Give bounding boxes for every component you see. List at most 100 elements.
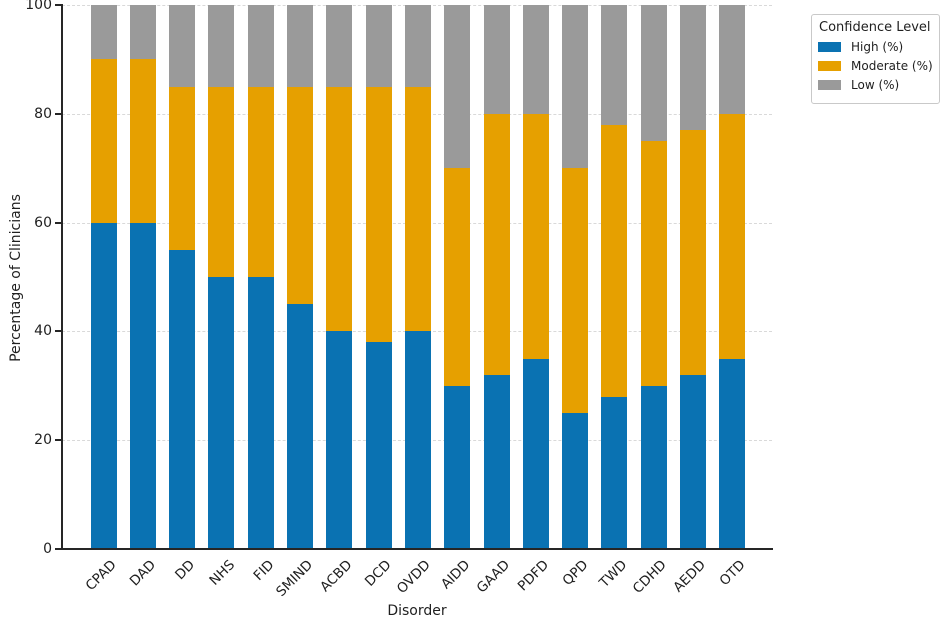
bar-segment-aedd-moderate [680, 130, 706, 375]
legend: Confidence Level High (%) Moderate (%) Low… [811, 14, 940, 104]
bar-twd [601, 5, 628, 549]
x-tick-label-dd: DD [172, 557, 199, 584]
bar-segment-smind-low [287, 5, 313, 87]
bar-segment-aidd-low [444, 5, 471, 169]
bar-segment-cdhd-high [640, 385, 667, 549]
legend-label-high: High (%) [851, 40, 904, 54]
x-tick-label-nhs: NHS [206, 557, 238, 589]
y-tick-mark-60 [55, 221, 61, 224]
y-tick-mark-80 [55, 112, 61, 115]
bar-segment-otd-moderate [719, 113, 746, 359]
bar-aedd [680, 5, 706, 549]
bar-segment-pdfd-low [522, 5, 549, 114]
bar-dad [129, 5, 156, 549]
bar-segment-fid-moderate [247, 86, 274, 277]
bar-segment-acbd-high [326, 331, 353, 549]
bar-dcd [365, 5, 392, 549]
y-axis-spine [61, 4, 63, 550]
bar-segment-cdhd-low [640, 5, 667, 142]
bar-segment-nhs-low [208, 5, 235, 87]
bar-segment-cpad-low [90, 5, 117, 60]
bar-segment-dd-moderate [169, 86, 196, 250]
bar-segment-cpad-high [90, 222, 117, 549]
legend-title: Confidence Level [819, 20, 931, 35]
x-tick-label-qpd: QPD [559, 557, 592, 589]
bar-segment-nhs-high [208, 277, 235, 549]
legend-label-moderate: Moderate (%) [851, 59, 933, 73]
x-tick-label-aedd: AEDD [670, 557, 710, 596]
x-tick-label-pdfd: PDFD [514, 557, 553, 595]
bar-segment-gaad-high [483, 374, 510, 549]
bar-segment-twd-low [601, 5, 628, 125]
x-tick-label-smind: SMIND [273, 557, 317, 600]
bar-aidd [444, 5, 471, 549]
bar-segment-cdhd-moderate [640, 141, 667, 386]
bar-segment-dcd-moderate [365, 86, 392, 343]
x-tick-label-gaad: GAAD [473, 557, 513, 597]
legend-item-low: Low (%) [818, 78, 932, 92]
bar-dd [169, 5, 196, 549]
x-tick-label-fid: FID [250, 557, 278, 584]
x-tick-label-dcd: DCD [362, 557, 395, 590]
x-tick-label-cdhd: CDHD [630, 557, 671, 597]
bar-segment-acbd-moderate [326, 86, 353, 332]
bar-acbd [326, 5, 353, 549]
x-tick-label-aidd: AIDD [438, 557, 474, 593]
bar-segment-smind-moderate [287, 86, 313, 305]
bar-segment-gaad-low [483, 5, 510, 114]
y-tick-mark-20 [55, 439, 61, 442]
bar-segment-otd-high [719, 358, 746, 549]
bar-segment-fid-high [247, 277, 274, 549]
bar-segment-qpd-high [562, 413, 589, 549]
bar-smind [287, 5, 313, 549]
y-tick-label-20: 20 [34, 432, 52, 449]
y-tick-label-0: 0 [43, 541, 52, 557]
bar-otd [719, 5, 746, 549]
bar-segment-fid-low [247, 5, 274, 87]
bar-segment-pdfd-high [522, 358, 549, 549]
bar-segment-dd-low [169, 5, 196, 87]
x-tick-label-twd: TWD [596, 557, 631, 591]
bar-segment-aidd-high [444, 385, 471, 549]
bar-segment-twd-high [601, 396, 628, 549]
x-tick-label-cpad: CPAD [82, 557, 120, 595]
legend-swatch-low-icon [818, 80, 841, 90]
bar-nhs [208, 5, 235, 549]
y-tick-label-100: 100 [25, 0, 52, 13]
bar-fid [247, 5, 274, 549]
y-tick-label-60: 60 [34, 214, 52, 231]
bar-segment-ovdd-high [404, 331, 431, 549]
legend-swatch-moderate-icon [818, 61, 841, 71]
bar-segment-smind-high [287, 304, 313, 549]
y-tick-label-80: 80 [34, 105, 52, 122]
bar-cdhd [640, 5, 667, 549]
bar-segment-nhs-moderate [208, 86, 235, 277]
bar-segment-acbd-low [326, 5, 353, 87]
bar-segment-aidd-moderate [444, 168, 471, 386]
plot-area [62, 5, 772, 549]
bar-segment-twd-moderate [601, 124, 628, 397]
y-tick-mark-0 [55, 548, 61, 550]
bar-qpd [562, 5, 589, 549]
bar-segment-qpd-low [562, 5, 589, 169]
bar-cpad [90, 5, 117, 549]
bar-ovdd [404, 5, 431, 549]
bar-segment-gaad-moderate [483, 113, 510, 375]
bar-segment-aedd-low [680, 5, 706, 131]
y-tick-mark-40 [55, 330, 61, 333]
bar-segment-dcd-low [365, 5, 392, 87]
legend-item-high: High (%) [818, 40, 932, 54]
y-tick-mark-100 [55, 4, 61, 6]
legend-label-low: Low (%) [851, 78, 900, 92]
legend-rows: High (%) Moderate (%) Low (%) [818, 40, 933, 92]
bar-segment-ovdd-moderate [404, 86, 431, 332]
x-axis-title: Disorder [387, 603, 447, 619]
bar-segment-pdfd-moderate [522, 113, 549, 359]
bar-gaad [483, 5, 510, 549]
x-tick-label-ovdd: OVDD [394, 557, 435, 597]
bar-segment-dad-moderate [129, 59, 156, 223]
bar-segment-cpad-moderate [90, 59, 117, 223]
y-tick-label-40: 40 [34, 323, 52, 340]
bar-segment-qpd-moderate [562, 168, 589, 413]
